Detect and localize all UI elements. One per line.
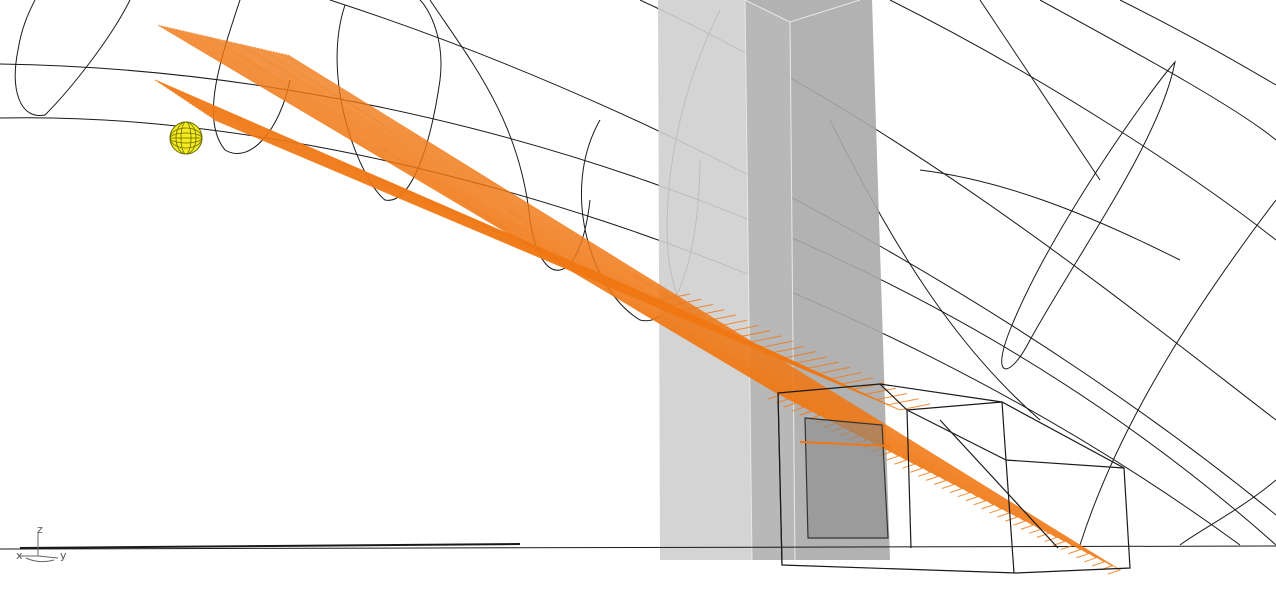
ray-line <box>263 48 1058 542</box>
ray-line <box>233 42 979 502</box>
ray-line <box>236 42 987 506</box>
ray-line <box>242 44 1003 514</box>
ray-line <box>230 41 971 498</box>
ray-line <box>227 40 964 494</box>
ray-line <box>218 38 940 481</box>
receiver-box[interactable] <box>777 383 1131 574</box>
ray-line <box>212 37 924 473</box>
ray-line <box>209 36 916 469</box>
ground-plane <box>0 543 1276 550</box>
ray-line <box>163 25 798 408</box>
axis-x-label: x <box>16 549 23 562</box>
ray-line <box>260 48 1051 538</box>
ray-line <box>269 50 1074 551</box>
axis-gizmo: z x y <box>8 520 78 570</box>
ray-line <box>266 49 1066 546</box>
ray-line <box>275 51 1090 559</box>
ray-line <box>215 37 932 477</box>
ray-line <box>254 46 1035 530</box>
ray-line <box>281 53 1106 567</box>
axis-y-label: y <box>60 549 67 562</box>
ray-line <box>169 27 813 416</box>
axis-z-label: z <box>37 523 43 536</box>
ray-line <box>166 26 805 412</box>
ray-line <box>160 25 790 404</box>
ray-line <box>206 35 908 465</box>
ray-line <box>248 45 1019 522</box>
ray-line <box>251 46 1027 526</box>
ray-line <box>221 39 948 485</box>
ray-line <box>214 119 931 411</box>
ray-line <box>157 24 782 400</box>
ray-line <box>287 54 1122 575</box>
ray-line <box>239 43 995 510</box>
ray-line <box>272 51 1082 555</box>
ray-line <box>278 52 1098 563</box>
sun-sphere-icon[interactable] <box>169 121 203 155</box>
ray-line <box>203 35 900 461</box>
ray-line <box>224 39 956 490</box>
